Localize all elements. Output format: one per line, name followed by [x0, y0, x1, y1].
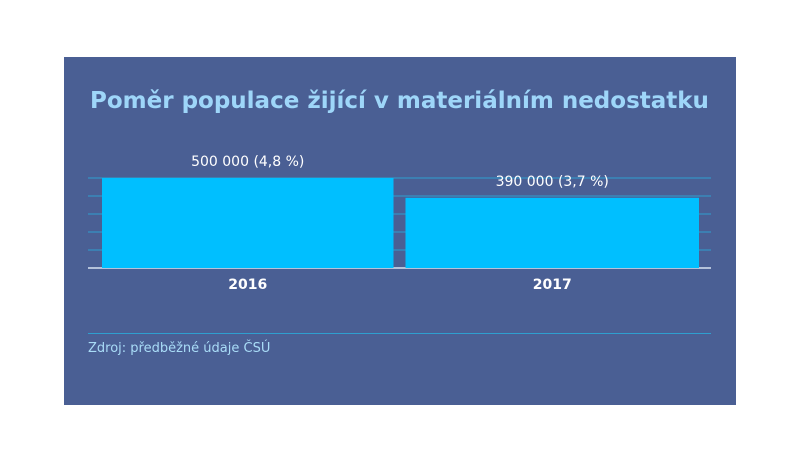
bar-2017	[405, 197, 699, 268]
source-note: Zdroj: předběžné údaje ČSÚ	[88, 341, 271, 356]
data-label: 500 000 (4,8 %)	[191, 154, 304, 170]
data-label: 390 000 (3,7 %)	[496, 174, 609, 190]
bar-2016	[102, 178, 394, 268]
x-tick-label: 2016	[228, 277, 267, 293]
bar-chart: 500 000 (4,8 %) 2016 390 000 (3,7 %) 2017	[88, 154, 711, 293]
chart-title: Poměr populace žijící v materiálním nedo…	[90, 88, 709, 114]
x-tick-label: 2017	[533, 277, 572, 293]
chart-panel: Poměr populace žijící v materiálním nedo…	[64, 57, 736, 405]
source-divider	[88, 333, 711, 334]
